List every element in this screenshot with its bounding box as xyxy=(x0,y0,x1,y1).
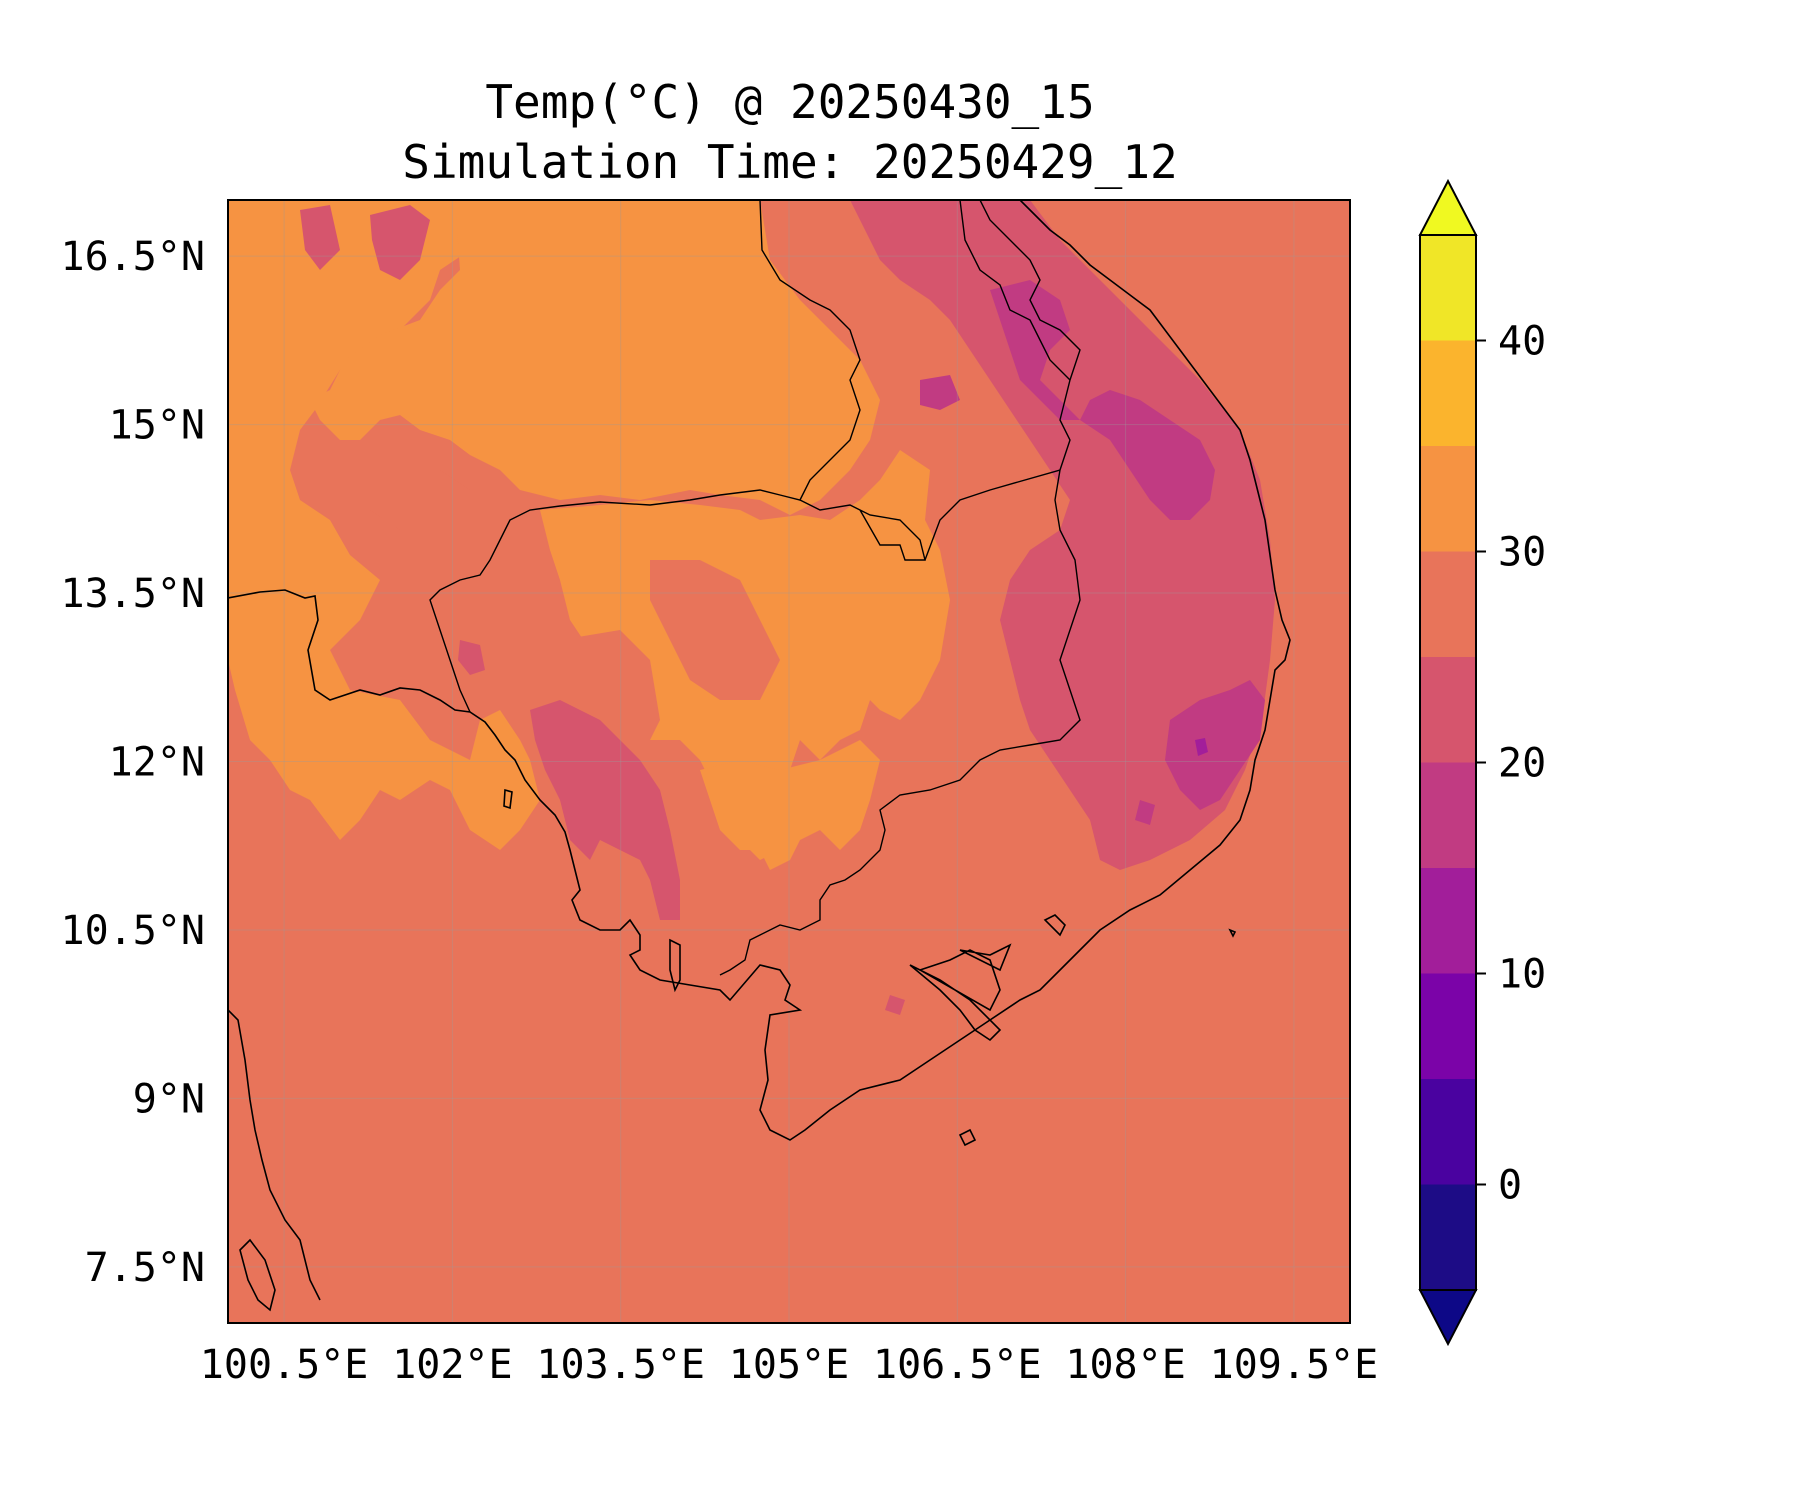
contour-warm-south-pocket xyxy=(700,740,880,870)
colorbar-tick-label: 0 xyxy=(1498,1163,1522,1209)
y-tick-label: 13.5°N xyxy=(61,571,206,617)
map-frame xyxy=(227,199,1351,1324)
coastlines xyxy=(228,200,1291,1312)
x-tick-label: 100.5°E xyxy=(200,1342,369,1388)
gridlines xyxy=(228,200,1350,1323)
colorbar-extend-bottom xyxy=(1418,1289,1478,1347)
x-tick-label: 108°E xyxy=(1065,1342,1185,1388)
colorbar-tick-label: 40 xyxy=(1498,319,1546,365)
x-tick-label: 109.5°E xyxy=(1210,1342,1379,1388)
y-tick-label: 7.5°N xyxy=(85,1245,205,1291)
map-panel xyxy=(228,200,1350,1323)
x-tick-label: 106.5°E xyxy=(873,1342,1042,1388)
colorbar-segment xyxy=(1420,973,1476,1079)
coastline-thai-west xyxy=(228,1009,321,1301)
contour-cool-north-strip xyxy=(300,205,430,280)
border-laos-vietnam-north xyxy=(959,200,1071,381)
map-title: Temp(°C) @ 20250430_15 Simulation Time: … xyxy=(180,72,1400,192)
colorbar-tick-label: 10 xyxy=(1498,952,1546,998)
y-tick-label: 9°N xyxy=(133,1076,205,1122)
x-tick-label: 103.5°E xyxy=(536,1342,705,1388)
contour-cool-cardamom xyxy=(530,700,680,920)
colorbar-segment xyxy=(1420,1184,1476,1290)
contour-mid-patch-3 xyxy=(560,630,660,780)
colorbar: 0 10 20 30 40 xyxy=(1418,178,1546,1347)
coastline-gulf-thailand-east xyxy=(228,200,1291,1141)
colorbar-segment xyxy=(1420,551,1476,657)
contour-mid-patch-2 xyxy=(650,560,780,700)
title-line-2: Simulation Time: 20250429_12 xyxy=(402,135,1178,189)
x-axis-ticks: 100.5°E 102°E 103.5°E 105°E 106.5°E 108°E 109.… xyxy=(200,1342,1378,1388)
colorbar-segment xyxy=(1420,235,1476,341)
colorbar-segment xyxy=(1420,446,1476,552)
colorbar-segment xyxy=(1420,657,1476,763)
borders xyxy=(429,200,1081,976)
border-cambodia-vietnam xyxy=(719,200,1081,976)
x-tick-label: 102°E xyxy=(392,1342,512,1388)
y-tick-label: 12°N xyxy=(109,740,205,786)
colorbar-tick-label: 30 xyxy=(1498,530,1546,576)
contour-cooler-highlands-south xyxy=(1165,680,1265,810)
border-thai-cambodia-laos xyxy=(429,200,861,713)
coastline-islands-1 xyxy=(503,788,1237,1147)
coastline-mekong-delta xyxy=(909,943,1012,1042)
colorbar-segment xyxy=(1420,868,1476,974)
colorbar-extend-top xyxy=(1418,178,1478,236)
title-line-1: Temp(°C) @ 20250430_15 xyxy=(485,75,1095,129)
y-tick-label: 16.5°N xyxy=(61,234,206,280)
colorbar-segment xyxy=(1420,762,1476,868)
contour-warm-plateau xyxy=(310,200,880,515)
y-axis-ticks: 16.5°N 15°N 13.5°N 12°N 10.5°N 9°N 7.5°N xyxy=(61,234,206,1291)
contour-coolest-dot xyxy=(1195,738,1208,756)
contour-mid-patch-1 xyxy=(360,455,500,540)
colorbar-segment xyxy=(1420,1079,1476,1185)
x-tick-label: 105°E xyxy=(729,1342,849,1388)
colorbar-segment xyxy=(1420,340,1476,446)
contour-warm-thailand xyxy=(228,200,540,850)
y-tick-label: 10.5°N xyxy=(61,908,206,954)
y-tick-label: 15°N xyxy=(109,403,205,449)
coastline-thai-east-islands xyxy=(239,1238,276,1312)
colorbar-tick-label: 20 xyxy=(1498,741,1546,787)
contour-cooler-highlands-north xyxy=(990,280,1215,520)
